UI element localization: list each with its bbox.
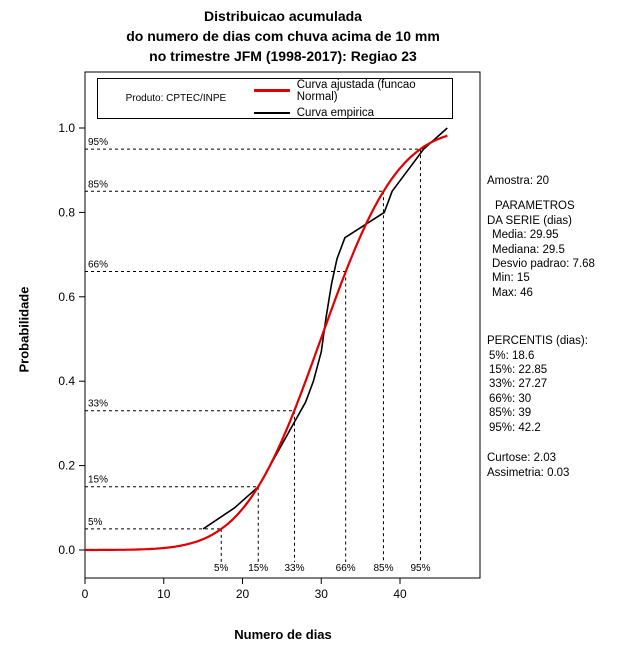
stats-line: 66%: 30 (489, 392, 532, 405)
percentile-left-label: 85% (88, 179, 108, 190)
percentile-bottom-label: 5% (214, 563, 229, 574)
stats-panel: Amostra: 20 PARAMETROS DA SERIE (dias) Medi… (487, 174, 639, 480)
percentile-left-label: 66% (88, 259, 108, 270)
legend-line-swatch (253, 89, 290, 92)
stats-line: Desvio padrao: 7.68 (492, 258, 595, 271)
stats-line: Curtose: 2.03 (487, 452, 557, 465)
x-tick-label: 10 (157, 587, 171, 601)
percentile-bottom-label: 95% (410, 563, 430, 574)
stats-line: 5%: 18.6 (489, 349, 535, 362)
stats-group-1: PARAMETROS DA SERIE (dias) Media: 29.95 Med… (487, 199, 639, 300)
chart-title-line2: do numero de dias com chuva acima de 10 … (126, 28, 440, 44)
y-axis-label: Probabilidade (16, 286, 32, 373)
stats-line: 85%: 39 (489, 407, 532, 420)
x-tick-label: 40 (393, 587, 407, 601)
stats-line: Media: 29.95 (492, 229, 559, 242)
x-axis-label: Numero de dias (234, 627, 332, 642)
stats-line: Mediana: 29.5 (492, 243, 565, 256)
x-tick-label: 0 (82, 587, 89, 601)
percentile-left-label: 5% (88, 517, 103, 528)
percentile-left-label: 95% (88, 137, 108, 148)
product-label: Produto: CPTEC/INPE (125, 93, 227, 104)
percentile-bottom-label: 33% (284, 563, 304, 574)
chart-title-line3: no trimestre JFM (1998-2017): Regiao 23 (149, 48, 417, 64)
legend-entry-label: Curva ajustada (funcao Normal) (296, 78, 416, 103)
x-tick-label: 20 (236, 587, 250, 601)
y-tick-label: 0.0 (58, 543, 75, 557)
legend-box: Produto: CPTEC/INPE Curva ajustada (func… (97, 78, 453, 119)
stats-line: DA SERIE (dias) (487, 214, 572, 227)
stats-line: Amostra: 20 (487, 175, 549, 187)
legend-entry-0: Curva ajustada (funcao Normal) (253, 78, 452, 103)
plot-box (84, 71, 481, 579)
stats-line: PARAMETROS (495, 200, 575, 213)
stats-line: 95%: 42.2 (489, 421, 541, 434)
stats-group-2: PERCENTIS (dias): 5%: 18.6 15%: 22.85 33%: … (487, 334, 639, 435)
stats-group-3: Curtose: 2.03 Assimetria: 0.03 (487, 451, 639, 480)
percentile-left-label: 15% (88, 475, 108, 486)
y-tick-label: 0.6 (58, 290, 75, 304)
stats-line: PERCENTIS (dias): (487, 335, 588, 348)
y-tick-label: 1.0 (58, 121, 75, 135)
percentile-bottom-label: 66% (336, 563, 356, 574)
chart-title: Distribuicao acumulada do numero de dias… (0, 6, 566, 66)
legend-entry-1: Curva empirica (253, 106, 452, 119)
stats-line: Min: 15 (492, 272, 530, 285)
y-tick-label: 0.2 (58, 459, 75, 473)
stats-line: Max: 46 (492, 286, 533, 299)
legend-entries: Curva ajustada (funcao Normal) Curva empi… (253, 78, 452, 119)
fitted-curve (85, 134, 448, 552)
stats-line: Assimetria: 0.03 (487, 466, 570, 479)
percentile-bottom-label: 85% (373, 563, 393, 574)
stats-line: 33%: 27.27 (489, 378, 548, 391)
percentile-left-label: 33% (88, 399, 108, 410)
legend-entry-label: Curva empirica (296, 106, 375, 119)
x-tick-label: 30 (315, 587, 329, 601)
chart-title-line1: Distribuicao acumulada (204, 8, 362, 24)
y-tick-label: 0.4 (58, 374, 75, 388)
stats-line: 15%: 22.85 (489, 364, 548, 377)
percentile-bottom-label: 15% (248, 563, 268, 574)
legend-line-swatch (253, 111, 290, 114)
y-tick-label: 0.8 (58, 205, 75, 219)
stats-group-0: Amostra: 20 (487, 174, 639, 188)
